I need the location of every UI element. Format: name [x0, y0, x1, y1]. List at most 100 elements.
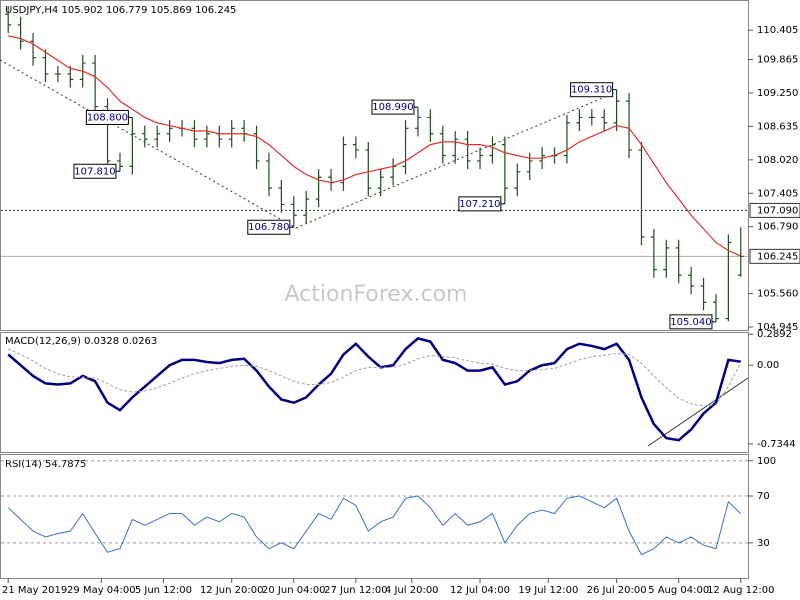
annotation-label: 109.310 [571, 85, 612, 96]
x-tick-label: 29 May 04:00 [67, 585, 136, 596]
ohlc-bar [67, 65, 74, 88]
y-tick-label: 109.865 [757, 55, 798, 66]
price-level-box [749, 202, 800, 218]
annotation-label: 108.990 [372, 102, 413, 113]
price-level-label: 106.245 [757, 251, 798, 262]
annotation-label: 106.780 [248, 222, 289, 233]
x-tick-label: 5 Jun 12:00 [135, 585, 192, 596]
ohlc-bar [663, 239, 670, 278]
ohlc-bar [129, 117, 136, 175]
ohlc-bar [700, 277, 707, 311]
x-tick-label: 5 Aug 04:00 [648, 585, 709, 596]
ohlc-bar [650, 228, 657, 278]
ohlc-bar [141, 125, 148, 148]
ohlc-bar [54, 65, 61, 83]
ohlc-bar [563, 114, 570, 164]
ohlc-bar [42, 49, 49, 83]
x-tick-label: 4 Jul 20:00 [385, 585, 439, 596]
ohlc-bar [427, 109, 434, 142]
ohlc-bar [601, 109, 608, 132]
ohlc-bar [613, 89, 620, 132]
ohlc-bar [154, 125, 161, 148]
ohlc-bar [439, 125, 446, 164]
annotation-label: 108.800 [87, 112, 128, 123]
chart-title: USDJPY,H4 105.902 106.779 105.869 106.24… [5, 5, 236, 16]
annotation-box [371, 99, 415, 115]
ohlc-bar [265, 152, 272, 197]
annotation-box [570, 82, 614, 98]
x-tick-label: 19 Jul 12:00 [518, 585, 578, 596]
ohlc-bar [501, 136, 508, 204]
ohlc-bar [253, 125, 260, 170]
y-tick-label: -0.7344 [757, 439, 796, 450]
trend-line [0, 59, 297, 229]
ohlc-bar [576, 109, 583, 132]
y-tick-label: 70 [757, 491, 770, 502]
ohlc-bar [92, 54, 99, 115]
ohlc-bar [303, 190, 310, 224]
x-tick-label: 12 Aug 12:00 [707, 585, 774, 596]
ohlc-bar [489, 136, 496, 164]
macd-panel [0, 332, 749, 453]
x-tick-label: 26 Jul 20:00 [587, 585, 647, 596]
annotation-box [247, 219, 291, 235]
annotation-box [73, 163, 117, 179]
ohlc-bar [365, 141, 372, 197]
annotation-label: 107.810 [74, 166, 115, 177]
annotation-box [85, 109, 129, 125]
annotation-label: 107.210 [459, 199, 500, 210]
annotation-label: 105.040 [670, 317, 711, 328]
line-series [7, 495, 742, 556]
y-tick-label: 0.2892 [757, 329, 792, 340]
x-tick-label: 27 Jun 12:00 [324, 585, 388, 596]
ohlc-bar [626, 92, 633, 159]
y-tick-label: 106.790 [757, 222, 798, 233]
ohlc-bar [712, 294, 719, 322]
annotation-box [669, 314, 713, 330]
y-tick-label: 105.560 [757, 289, 798, 300]
y-tick-label: 100 [757, 456, 776, 467]
ohlc-bar [290, 196, 297, 228]
ohlc-bar [352, 136, 359, 159]
y-tick-label: 0.00 [757, 360, 779, 371]
rsi-panel [0, 454, 749, 579]
ohlc-bar [638, 141, 645, 246]
ohlc-bar [477, 147, 484, 170]
rsi-title: RSI(14) 54.7875 [5, 459, 86, 470]
ohlc-bar [514, 163, 521, 197]
ohlc-bar [688, 266, 695, 295]
price-level-box [749, 248, 800, 264]
ohlc-bar [191, 120, 198, 148]
ohlc-bar [402, 120, 409, 175]
macd-title: MACD(12,26,9) 0.0328 0.0263 [5, 336, 157, 347]
ohlc-bar [588, 109, 595, 126]
ohlc-bar [17, 16, 24, 50]
ohlc-bar [340, 136, 347, 191]
ohlc-bar [116, 152, 123, 172]
y-tick-label: 109.250 [757, 88, 798, 99]
ohlc-bar [203, 125, 210, 148]
ohlc-bar [5, 5, 12, 34]
ohlc-bar [315, 169, 322, 208]
y-tick-label: 104.945 [757, 322, 798, 333]
line-series [8, 35, 742, 257]
x-tick-label: 21 May 2019 [2, 585, 67, 596]
ohlc-bar [414, 107, 421, 137]
line-series [7, 337, 741, 442]
ohlc-bar [278, 179, 285, 213]
annotation-box [458, 196, 502, 212]
ohlc-bar [675, 239, 682, 284]
ohlc-bar [166, 120, 173, 142]
ohlc-bar [452, 131, 459, 164]
line-series [8, 348, 742, 407]
watermark: ActionForex.com [285, 282, 468, 307]
x-tick-label: 20 Jun 04:00 [262, 585, 326, 596]
ohlc-bar [725, 234, 732, 322]
y-tick-label: 107.405 [757, 188, 798, 199]
x-tick-label: 12 Jun 20:00 [200, 585, 264, 596]
y-tick-label: 110.405 [757, 25, 798, 36]
y-tick-label: 30 [757, 538, 770, 549]
y-tick-label: 108.635 [757, 121, 798, 132]
